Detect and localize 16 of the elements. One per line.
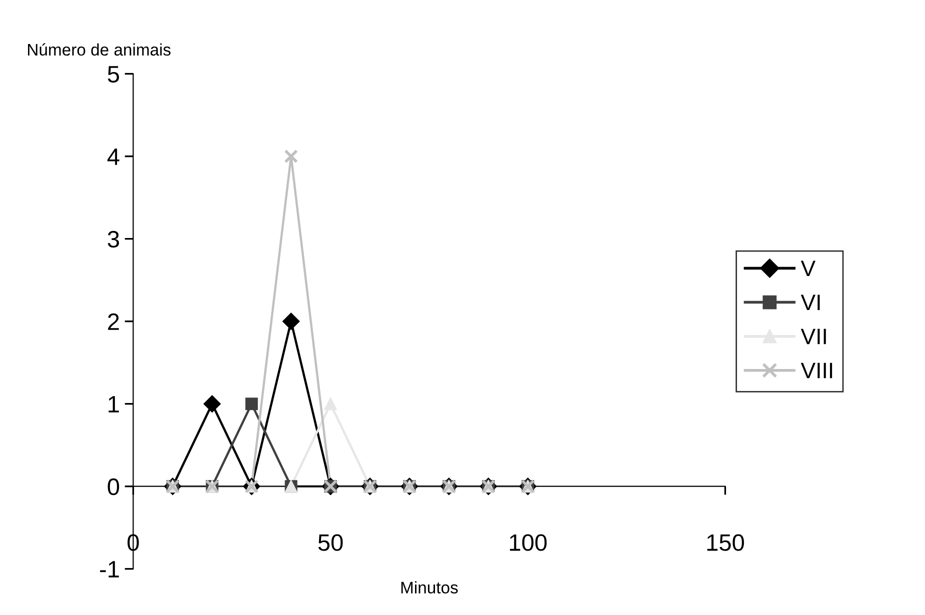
y-tick-label: 2 bbox=[108, 313, 119, 330]
y-tick-label: -1 bbox=[100, 561, 119, 578]
x-axis-title: Minutos bbox=[401, 581, 458, 594]
legend-label: VI bbox=[800, 294, 820, 310]
x-tick-label: 100 bbox=[510, 534, 547, 551]
x-tick-label: 150 bbox=[707, 534, 744, 551]
y-tick-label: 4 bbox=[107, 148, 120, 165]
legend-label: VIII bbox=[800, 362, 832, 378]
y-tick-label: 5 bbox=[108, 66, 120, 83]
legend-label: V bbox=[800, 260, 816, 276]
y-tick-label: 1 bbox=[108, 396, 119, 412]
y-tick-label: 3 bbox=[108, 230, 119, 248]
legend-label: VII bbox=[800, 328, 826, 344]
y-tick-label: 0 bbox=[108, 478, 120, 496]
x-tick-label: 50 bbox=[318, 534, 343, 551]
y-axis-title: Número de animais bbox=[28, 43, 171, 56]
